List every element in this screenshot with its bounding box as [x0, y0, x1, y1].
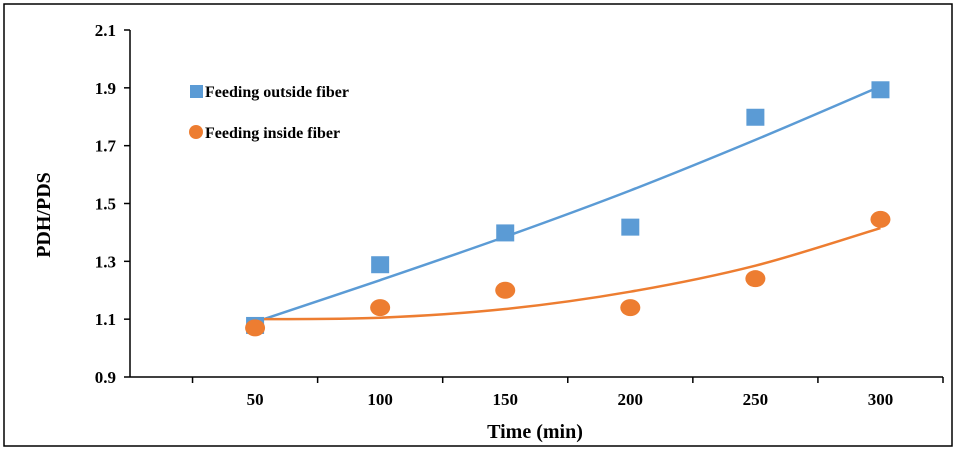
x-tick-label: 200: [618, 390, 644, 409]
trendline-inside: [255, 226, 881, 321]
trendline-outside: [254, 85, 881, 324]
data-point-outside: [621, 218, 640, 236]
legend-label-inside: Feeding inside fiber: [205, 125, 340, 142]
x-ticks: 50 100 150 200 250 300: [191, 377, 944, 409]
x-tick-label: 100: [367, 390, 393, 409]
x-tick-label: 50: [247, 390, 264, 409]
y-tick-label: 1.5: [95, 195, 116, 214]
legend: Feeding outside fiber Feeding inside fib…: [189, 84, 349, 142]
data-point-inside: [370, 299, 391, 317]
data-point-outside: [746, 108, 765, 126]
y-tick-label: 1.1: [95, 310, 116, 329]
y-tick-label: 2.1: [95, 21, 116, 40]
x-tick-label: 150: [492, 390, 518, 409]
y-tick-label: 1.7: [95, 137, 117, 156]
x-tick-label: 250: [743, 390, 769, 409]
data-point-outside: [496, 224, 515, 242]
trendlines: [254, 85, 881, 324]
y-ticks: 0.9 1.1 1.3 1.5 1.7 1.9 2.1: [95, 21, 130, 387]
x-axis-title: Time (min): [487, 421, 583, 443]
markers: [245, 81, 891, 337]
data-point-inside: [745, 270, 766, 288]
data-point-inside: [620, 299, 641, 317]
data-point-outside: [871, 81, 890, 99]
y-tick-label: 0.9: [95, 368, 116, 387]
x-tick-label: 300: [868, 390, 894, 409]
legend-marker-outside: [190, 85, 203, 98]
chart-border: [3, 3, 953, 447]
legend-marker-inside: [189, 125, 203, 139]
y-axis-title: PDH/PDS: [33, 172, 55, 258]
data-point-inside: [495, 281, 516, 299]
legend-label-outside: Feeding outside fiber: [205, 84, 349, 101]
y-tick-label: 1.9: [95, 79, 116, 98]
y-tick-label: 1.3: [95, 252, 116, 271]
data-point-inside: [870, 210, 891, 228]
data-point-outside: [371, 256, 390, 274]
data-point-inside: [245, 319, 266, 337]
